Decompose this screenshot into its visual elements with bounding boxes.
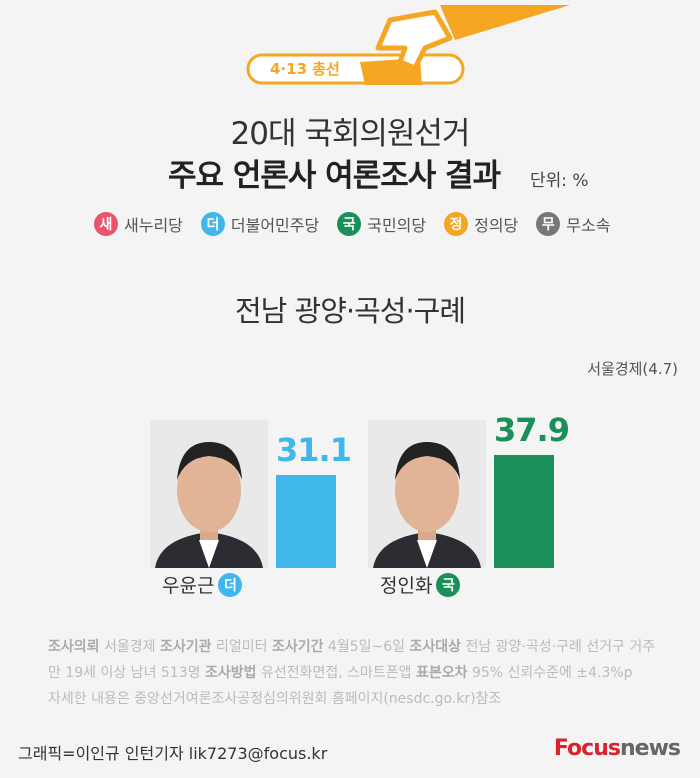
party-legend: 새 새누리당 더 더불어민주당 국 국민의당 정 정의당 무 무소속 (94, 212, 610, 236)
legend-item: 더 더불어민주당 (200, 212, 320, 236)
party-badge: 국 (436, 572, 461, 597)
party-badge: 더 (200, 212, 225, 236)
footer-key: 조사대상 (409, 639, 461, 655)
party-badge: 정 (444, 212, 469, 236)
footer-value: 유선전화면접, 스마트폰앱 (260, 665, 412, 681)
candidate-name: 우윤근 더 (162, 571, 243, 598)
party-badge: 무 (536, 212, 561, 236)
legend-label: 새누리당 (124, 216, 183, 235)
footer-value: 전남 광양·곡성·구례 선거구 거주 (465, 639, 656, 655)
data-label: 37.9 (494, 411, 570, 450)
party-badge: 더 (218, 572, 243, 597)
poll-source: 서울경제(4.7) (587, 360, 678, 378)
bar (494, 455, 554, 568)
chart-title: 전남 광양·곡성·구례 (234, 294, 466, 328)
party-badge: 국 (337, 212, 362, 236)
footer-key: 표본오차 (415, 665, 468, 681)
footer-value: 서울경제 (103, 639, 156, 655)
legend-item: 무 무소속 (536, 212, 610, 236)
title-line2: 주요 언론사 여론조사 결과 (168, 158, 501, 194)
data-label: 31.1 (276, 431, 352, 470)
footer-key: 조사기관 (159, 639, 212, 655)
candidate-photo (368, 420, 486, 568)
unit-label: 단위: % (530, 171, 589, 191)
footer-value: 4월5일~6일 (327, 639, 406, 655)
legend-label: 정의당 (474, 216, 519, 235)
legend-item: 새 새누리당 (94, 212, 183, 236)
footer-key: 조사의뢰 (48, 639, 100, 655)
footer-value: 95% 신뢰수준에 ±4.3%p (471, 665, 633, 681)
footer-value: 리얼미터 (215, 639, 268, 655)
credit: 그래픽=이인규 인턴기자 lik7273@focus.kr (18, 744, 328, 763)
title-line1: 20대 국회의원선거 (230, 116, 471, 152)
election-tag: 4·13 총선 (270, 60, 340, 78)
legend-label: 무소속 (566, 216, 611, 235)
candidate-photo (150, 420, 268, 568)
candidate-name: 정인화 국 (380, 571, 461, 598)
legend-item: 정 정의당 (444, 212, 518, 236)
legend-label: 국민의당 (367, 216, 427, 235)
footer-line3: 자세한 내용은 중앙선거여론조사공정심의위원회 홈페이지(nesdc.go.kr… (48, 691, 502, 707)
party-badge: 새 (94, 212, 118, 236)
bar (276, 475, 336, 568)
focusnews-logo: Focusnews (553, 736, 681, 761)
legend-label: 더불어민주당 (230, 216, 320, 235)
footer-line2: 만 19세 이상 남녀 513명 조사방법 유선전화면접, 스마트폰앱 표본오차… (48, 665, 633, 681)
footer-line1: 조사의뢰 서울경제 조사기관 리얼미터 조사기간 4월5일~6일 조사대상 전남… (48, 634, 655, 660)
footer-key: 조사기간 (271, 639, 324, 655)
ballot-hand-icon (246, 5, 570, 85)
legend-item: 국 국민의당 (337, 212, 426, 236)
footer-key: 조사방법 (204, 665, 257, 681)
